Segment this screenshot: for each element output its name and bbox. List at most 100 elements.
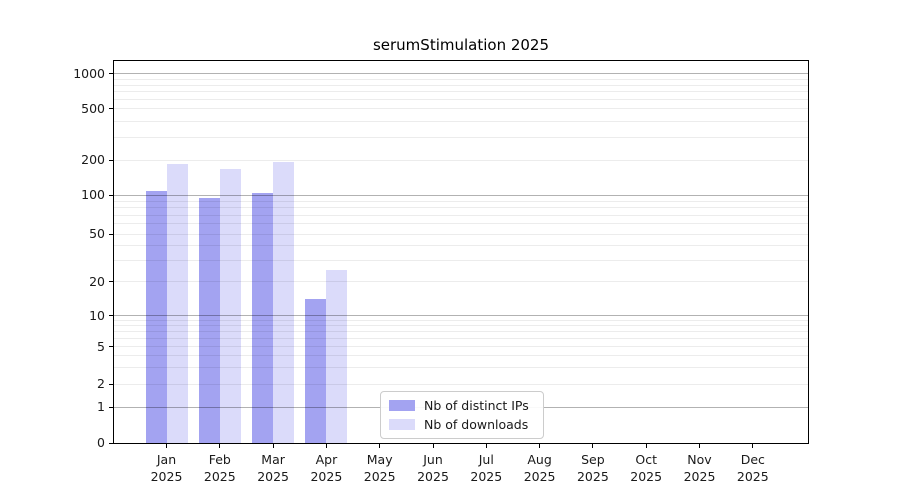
grid-layer [114,61,808,443]
gridline-y-50 [114,233,808,235]
x-tick-dec-2025 [752,444,754,448]
x-tick-label-jan-2025: Jan 2025 [127,451,207,485]
x-tick-label-year: 2025 [363,469,396,484]
bar-nb-of-downloads-apr-2025 [326,270,348,443]
x-tick-label-year: 2025 [683,469,716,484]
gridline-y-700 [114,91,808,93]
bar-nb-of-distinct-ips-feb-2025 [198,198,220,443]
x-tick-nov-2025 [699,444,700,448]
y-tick-label-5: 5 [97,338,105,354]
x-tick-label-oct-2025: Oct 2025 [606,451,686,485]
y-tick-label-0: 0 [97,435,105,450]
x-tick-label-month: Mar [261,452,285,467]
x-tick-sep-2025 [592,444,594,448]
gridline-y-10 [114,315,808,317]
legend-swatch-distinct-ips-icon [389,400,415,411]
gridline-y-1000 [114,73,808,75]
legend: Nb of distinct IPs Nb of downloads [380,391,544,439]
x-tick-label-year: 2025 [203,469,236,484]
y-tick-label-500: 500 [81,100,105,116]
gridline-y-20 [114,281,808,283]
x-tick-jun-2025 [432,444,434,448]
legend-item-distinct-ips: Nb of distinct IPs [389,396,535,415]
gridline-y-7 [114,331,808,333]
gridline-y-200 [114,159,808,161]
x-tick-label-aug-2025: Aug 2025 [500,451,580,485]
legend-swatch-downloads-icon [389,419,415,430]
legend-label-downloads: Nb of downloads [424,417,529,432]
gridline-y-100 [114,194,808,196]
y-tick-label-1000: 1000 [73,65,105,81]
x-tick-label-month: Oct [635,452,657,467]
bars-layer [114,61,808,443]
y-tick-label-200: 200 [81,152,105,168]
gridline-y-80 [114,207,808,209]
bar-nb-of-downloads-feb-2025 [219,168,241,443]
y-tick-500 [109,108,113,110]
gridline-y-300 [114,137,808,139]
bar-nb-of-downloads-jan-2025 [166,164,188,443]
gridline-y-600 [114,99,808,101]
y-tick-label-20: 20 [89,273,105,289]
gridline-y-8 [114,325,808,327]
y-tick-200 [109,159,113,161]
chart-title: serumStimulation 2025 [372,36,550,54]
gridline-y-5 [114,346,808,347]
gridline-y-6 [114,337,808,339]
x-tick-label-year: 2025 [736,469,769,484]
x-tick-label-month: Aug [527,452,552,467]
y-tick-1000 [109,73,113,75]
gridline-y-60 [114,223,808,225]
y-tick-50 [109,233,113,235]
x-tick-label-month: May [366,452,393,467]
x-tick-label-year: 2025 [150,469,183,484]
y-tick-label-10: 10 [89,307,105,323]
x-tick-label-jul-2025: Jul 2025 [446,451,526,485]
gridline-y-90 [114,200,808,202]
y-tick-100 [109,194,113,196]
x-tick-label-month: Feb [208,452,231,467]
gridline-y-40 [114,245,808,247]
x-tick-label-apr-2025: Apr 2025 [286,451,366,485]
gridline-y-500 [114,108,808,110]
bar-nb-of-distinct-ips-jan-2025 [145,190,167,443]
x-tick-feb-2025 [219,444,221,448]
x-tick-mar-2025 [272,444,274,448]
gridline-y-9 [114,319,808,321]
legend-label-distinct-ips: Nb of distinct IPs [424,398,529,413]
x-tick-label-jun-2025: Jun 2025 [393,451,473,485]
x-tick-apr-2025 [325,444,327,448]
x-tick-aug-2025 [539,444,541,448]
x-tick-label-month: Jun [423,452,443,467]
x-tick-label-month: Sep [581,452,605,467]
gridline-y-2 [114,383,808,385]
y-tick-5 [109,346,113,347]
bar-nb-of-downloads-mar-2025 [273,161,295,443]
x-tick-label-month: Dec [740,452,765,467]
x-tick-label-year: 2025 [576,469,609,484]
x-tick-label-year: 2025 [630,469,663,484]
gridline-y-30 [114,260,808,262]
x-tick-label-year: 2025 [417,469,449,484]
x-tick-label-nov-2025: Nov 2025 [660,451,740,485]
y-tick-label-100: 100 [81,187,105,203]
y-tick-10 [109,315,113,317]
x-tick-label-mar-2025: Mar 2025 [233,451,313,485]
plot-area: Nb of distinct IPs Nb of downloads [113,60,809,444]
bar-nb-of-distinct-ips-mar-2025 [252,192,274,443]
x-tick-label-dec-2025: Dec 2025 [713,451,793,485]
x-tick-may-2025 [379,444,381,448]
y-tick-1 [109,406,113,408]
y-tick-label-2: 2 [97,376,105,392]
gridline-y-4 [114,355,808,357]
y-tick-20 [109,281,113,283]
x-tick-oct-2025 [645,444,647,448]
x-tick-label-year: 2025 [523,469,556,484]
x-tick-label-month: Apr [315,452,338,467]
x-tick-label-month: Jan [156,452,177,467]
x-tick-label-feb-2025: Feb 2025 [180,451,260,485]
x-tick-label-year: 2025 [310,469,343,484]
x-tick-jul-2025 [485,444,487,448]
x-tick-label-sep-2025: Sep 2025 [553,451,633,485]
